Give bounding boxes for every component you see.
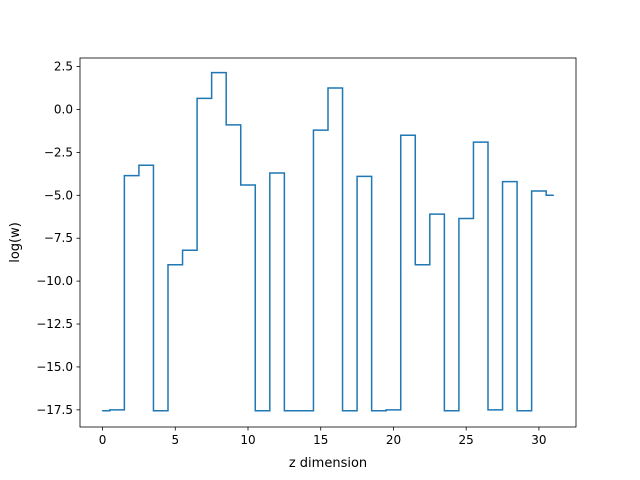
y-tick-label: −10.0 <box>36 274 73 288</box>
x-tick-label: 5 <box>171 433 179 447</box>
data-point <box>552 194 555 196</box>
plot-frame <box>79 57 577 428</box>
data-point <box>421 264 424 266</box>
data-point <box>203 97 205 99</box>
data-point <box>363 175 365 178</box>
data-point <box>320 129 322 131</box>
data-point <box>160 410 162 412</box>
y-axis-label: log(w) <box>8 222 23 263</box>
data-point <box>116 409 118 411</box>
data-point <box>276 172 278 174</box>
data-point <box>523 410 525 412</box>
data-point <box>451 410 453 412</box>
y-tick-label: −7.5 <box>44 231 73 245</box>
data-point <box>480 141 482 143</box>
y-tick-label: −2.5 <box>44 145 73 159</box>
data-point <box>189 249 191 251</box>
x-tick-label: 15 <box>313 433 328 447</box>
data-point <box>305 410 307 412</box>
data-point <box>407 134 409 136</box>
x-tick-label: 20 <box>386 433 401 447</box>
x-tick-label: 30 <box>531 433 546 447</box>
data-point <box>465 217 467 220</box>
data-point <box>247 184 249 186</box>
data-point <box>218 71 220 74</box>
data-point <box>392 409 395 411</box>
y-axis-ticks: −17.5 −15.0 −12.5 −10.0 −7.5 −5.0 −2.5 0.0 2.5 <box>36 60 80 417</box>
x-tick-label: 0 <box>99 433 107 447</box>
x-tick-label: 10 <box>240 433 255 447</box>
data-point <box>174 264 176 266</box>
series-line <box>102 71 554 412</box>
data-point <box>145 164 147 166</box>
data-point <box>494 409 496 411</box>
y-tick-label: −5.0 <box>44 188 73 202</box>
data-point <box>334 87 336 89</box>
y-tick-label: 2.5 <box>54 60 73 74</box>
x-tick-label: 25 <box>459 433 474 447</box>
data-point <box>101 410 104 412</box>
data-point <box>261 410 264 412</box>
data-point <box>436 213 438 215</box>
data-point <box>291 410 293 412</box>
series-layer <box>101 71 555 412</box>
y-tick-label: 0.0 <box>54 102 73 116</box>
y-tick-label: −12.5 <box>36 317 73 331</box>
y-tick-label: −15.0 <box>36 360 73 374</box>
x-axis-ticks: 0 5 10 15 20 25 30 <box>99 427 547 447</box>
y-tick-label: −17.5 <box>36 403 73 417</box>
data-point <box>378 410 380 412</box>
data-point <box>538 190 540 192</box>
data-point <box>131 174 133 177</box>
data-point <box>509 180 511 183</box>
x-axis-label: z dimension <box>289 456 367 471</box>
data-point <box>349 410 351 412</box>
data-point <box>232 124 235 126</box>
